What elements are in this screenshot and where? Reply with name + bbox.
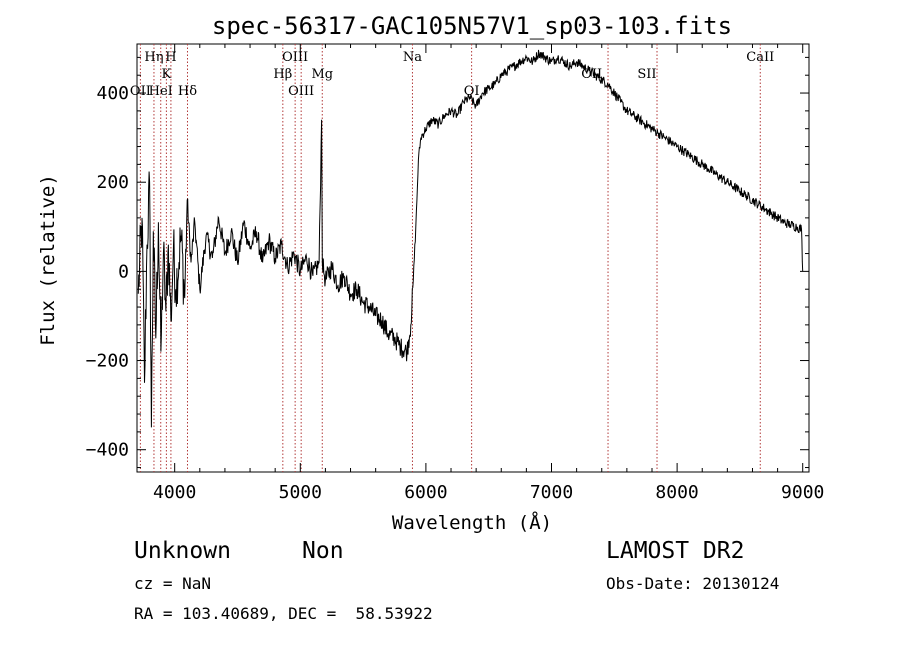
y-tick-label: 0 [118,261,129,282]
x-tick-label: 7000 [530,482,573,503]
line-label: Hδ [178,84,197,99]
y-tick-label: 200 [96,172,129,193]
survey-name: LAMOST DR2 [606,538,745,564]
spectrum-line [137,49,804,428]
spectrum-series [137,49,804,428]
x-axis-label: Wavelength (Å) [392,511,552,534]
y-tick-label: −200 [86,351,129,372]
object-class: Unknown [134,538,231,564]
obs-date-text: Obs-Date: 20130124 [606,574,780,593]
line-label: OI [464,84,480,99]
x-tick-label: 6000 [404,482,447,503]
y-tick-label: 400 [96,83,129,104]
line-label: K [162,67,172,82]
line-label: Hβ [273,67,292,82]
line-label: OII [581,67,602,82]
y-axis-label: Flux (relative) [37,174,59,346]
plot-border [136,43,810,473]
line-label: HeI [149,84,173,99]
line-label: Na [403,50,422,65]
axis-ticks: 4000 5000 6000 7000 8000 9000 −400 −200 0 200 400 [86,44,824,503]
line-label: OIII [282,50,308,65]
line-label: OIII [288,84,314,99]
object-subclass: Non [302,538,344,564]
spectral-line-markers [139,44,761,472]
y-tick-label: −400 [86,440,129,461]
line-label: H [165,50,176,65]
line-label: CaII [746,50,774,65]
coordinates-text: RA = 103.40689, DEC = 58.53922 [134,604,433,623]
plot-frame [136,43,810,473]
redshift-text: cz = NaN [134,574,212,593]
line-label: SII [637,67,656,82]
x-tick-label: 8000 [655,482,698,503]
line-label: OII [130,84,151,99]
line-label: Hη [144,50,163,65]
x-tick-label: 4000 [153,482,196,503]
chart-title: spec-56317-GAC105N57V1_sp03-103.fits [212,12,732,40]
x-tick-label: 5000 [279,482,322,503]
x-tick-label: 9000 [781,482,824,503]
line-label: Mg [311,67,333,82]
